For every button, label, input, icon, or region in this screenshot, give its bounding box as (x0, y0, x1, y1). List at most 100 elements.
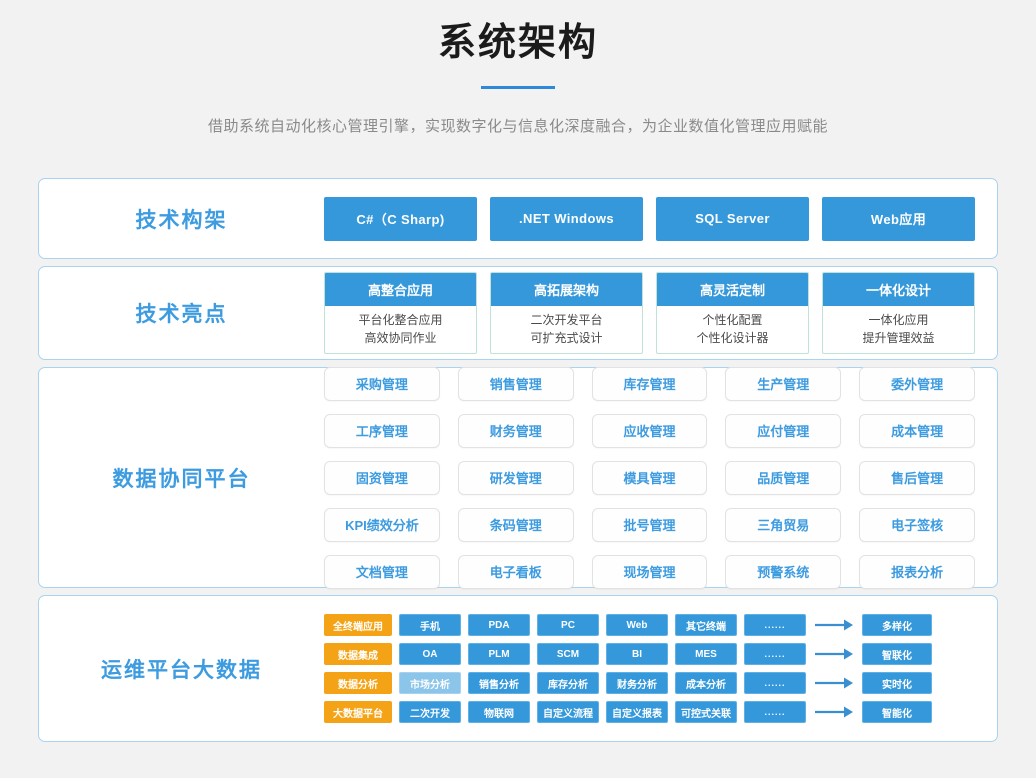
tech-stack-chip-row: C#（C Sharp) .NET Windows SQL Server Web应用 (324, 196, 997, 241)
bigdata-more-cell[interactable]: ...... (744, 672, 806, 694)
bigdata-outcome[interactable]: 智能化 (862, 701, 932, 723)
highlight-card-body: 平台化整合应用 高效协同作业 (325, 306, 476, 353)
bigdata-category[interactable]: 大数据平台 (324, 701, 392, 723)
page-title: 系统架构 (437, 22, 598, 64)
module-chip[interactable]: KPI绩效分析 (324, 507, 440, 542)
module-chip[interactable]: 售后管理 (859, 460, 975, 495)
highlight-card-title: 高整合应用 (325, 273, 476, 306)
highlights-body: 高整合应用 平台化整合应用 高效协同作业 高拓展架构 二次开发平台 可扩充式设计 高灵活定制… (324, 272, 997, 354)
module-chip[interactable]: 电子签核 (859, 507, 975, 542)
module-chip[interactable]: 固资管理 (324, 460, 440, 495)
bigdata-cell[interactable]: PDA (468, 614, 530, 636)
module-chip[interactable]: 成本管理 (859, 413, 975, 448)
bigdata-cell[interactable]: 财务分析 (606, 672, 668, 694)
highlight-card-line: 个性化设计器 (696, 331, 769, 345)
module-chip[interactable]: 财务管理 (457, 413, 574, 448)
highlight-card[interactable]: 一体化设计一体化应用提升管理效益 (822, 272, 975, 354)
section-bigdata: 运维平台大数据 全终端应用 手机 PDA PC Web 其它终端...... 多样化数据集成… (38, 595, 998, 742)
module-chip[interactable]: 模具管理 (591, 460, 708, 495)
bigdata-row: 数据分析 市场分析 销售分析 库存分析 财务分析 成本分析...... 实时化 (324, 672, 975, 694)
highlight-card[interactable]: 高整合应用 平台化整合应用 高效协同作业 (324, 272, 477, 354)
highlight-card-line: 高效协同作业 (364, 331, 437, 345)
bigdata-more-cell[interactable]: ...... (744, 614, 806, 636)
tech-stack-chip[interactable]: Web应用 (822, 196, 975, 241)
bigdata-cell[interactable]: 自定义报表 (606, 701, 668, 723)
bigdata-cell[interactable]: 市场分析 (399, 672, 461, 694)
module-chip[interactable]: 电子看板 (457, 554, 574, 589)
bigdata-category[interactable]: 数据集成 (324, 643, 392, 665)
bigdata-cell[interactable]: 库存分析 (537, 672, 599, 694)
bigdata-outcome[interactable]: 智联化 (862, 643, 932, 665)
page-subtitle: 借助系统自动化核心管理引擎，实现数字化与信息化深度融合，为企业数值化管理应用赋能 (207, 118, 828, 135)
section-label-highlights: 技术亮点 (135, 303, 228, 326)
module-chip[interactable]: 库存管理 (591, 366, 708, 401)
highlight-card-title: 高拓展架构 (491, 273, 642, 306)
highlight-card[interactable]: 高拓展架构 二次开发平台 可扩充式设计 (490, 272, 643, 354)
bigdata-cell[interactable]: SCM (537, 643, 599, 665)
module-chip[interactable]: 批号管理 (591, 507, 708, 542)
bigdata-cell[interactable]: 物联网 (468, 701, 530, 723)
module-chip[interactable]: 采购管理 (324, 366, 440, 401)
bigdata-cell[interactable]: 二次开发 (399, 701, 461, 723)
module-chip[interactable]: 研发管理 (457, 460, 574, 495)
section-label-platform: 数据协同平台 (112, 467, 251, 491)
platform-body: 采购管理 销售管理 库存管理 生产管理 委外管理工序管理 财务管理 应收管理 应付管理 成本管理… (324, 366, 997, 589)
bigdata-cell[interactable]: 手机 (399, 614, 461, 636)
module-chip[interactable]: 三角贸易 (725, 507, 842, 542)
bigdata-outcome[interactable]: 实时化 (862, 672, 932, 694)
bigdata-cell[interactable]: 可控式关联 (675, 701, 737, 723)
highlight-card-body: 一体化应用提升管理效益 (823, 306, 974, 353)
module-chip[interactable]: 品质管理 (725, 460, 842, 495)
module-chip[interactable]: 委外管理 (859, 366, 975, 401)
module-chip[interactable]: 文档管理 (324, 554, 440, 589)
highlight-card-title: 高灵活定制 (657, 273, 808, 306)
highlight-card-line: 一体化应用 (868, 313, 929, 327)
section-platform: 数据协同平台 采购管理 销售管理 库存管理 生产管理 委外管理工序管理 财务管理 应收管理应… (38, 366, 998, 589)
module-chip[interactable]: 工序管理 (324, 413, 440, 448)
highlight-card-row: 高整合应用 平台化整合应用 高效协同作业 高拓展架构 二次开发平台 可扩充式设计 高灵活定制… (324, 272, 997, 354)
highlight-card-line: 二次开发平台 (530, 313, 603, 327)
bigdata-cell[interactable]: OA (399, 643, 461, 665)
tech-stack-chip[interactable]: SQL Server (656, 196, 809, 241)
bigdata-category[interactable]: 全终端应用 (324, 614, 392, 636)
bigdata-outcome[interactable]: 多样化 (862, 614, 932, 636)
module-grid: 采购管理 销售管理 库存管理 生产管理 委外管理工序管理 财务管理 应收管理 应付管理 成本管理… (324, 366, 997, 589)
highlight-card-title: 一体化设计 (823, 273, 974, 306)
module-chip[interactable]: 条码管理 (457, 507, 574, 542)
tech-stack-chip[interactable]: .NET Windows (490, 196, 643, 241)
module-chip[interactable]: 应付管理 (725, 413, 842, 448)
tech-stack-body: C#（C Sharp) .NET Windows SQL Server Web应用 (324, 196, 997, 241)
bigdata-row: 数据集成 OA PLM SCM BI MES...... 智联化 (324, 643, 975, 665)
highlight-card-line: 个性化配置 (702, 313, 763, 327)
module-chip[interactable]: 应收管理 (591, 413, 708, 448)
bigdata-matrix: 全终端应用 手机 PDA PC Web 其它终端...... 多样化数据集成 OA PLM SCM… (324, 614, 997, 723)
bigdata-more-cell[interactable]: ...... (744, 701, 806, 723)
bigdata-cell[interactable]: MES (675, 643, 737, 665)
bigdata-category[interactable]: 数据分析 (324, 672, 392, 694)
highlight-card-line: 提升管理效益 (862, 331, 935, 345)
module-chip[interactable]: 报表分析 (859, 554, 975, 589)
bigdata-row: 大数据平台 二次开发 物联网 自定义流程 自定义报表 可控式关联...... 智能化 (324, 701, 975, 723)
module-chip[interactable]: 预警系统 (725, 554, 842, 589)
section-label-bigdata: 运维平台大数据 (101, 658, 262, 682)
bigdata-cell[interactable]: 其它终端 (675, 614, 737, 636)
bigdata-cell[interactable]: BI (606, 643, 668, 665)
tech-stack-chip[interactable]: C#（C Sharp) (324, 196, 477, 241)
bigdata-cell[interactable]: Web (606, 614, 668, 636)
module-chip[interactable]: 现场管理 (591, 554, 708, 589)
highlight-card[interactable]: 高灵活定制个性化配置个性化设计器 (656, 272, 809, 354)
bigdata-cell[interactable]: PLM (468, 643, 530, 665)
bigdata-cell[interactable]: 自定义流程 (537, 701, 599, 723)
page-header: 系统架构 借助系统自动化核心管理引擎，实现数字化与信息化深度融合，为企业数值化管… (0, 0, 1036, 136)
bigdata-cell[interactable]: PC (537, 614, 599, 636)
section-label-tech-stack: 技术构架 (135, 208, 228, 232)
bigdata-more-cell[interactable]: ...... (744, 643, 806, 665)
module-chip[interactable]: 生产管理 (725, 366, 842, 401)
highlight-card-line: 平台化整合应用 (358, 313, 443, 327)
module-chip[interactable]: 销售管理 (457, 366, 574, 401)
arrow-right-icon (813, 701, 855, 723)
bigdata-cell[interactable]: 成本分析 (675, 672, 737, 694)
section-tech-stack: 技术构架 C#（C Sharp) .NET Windows SQL Server We… (38, 178, 998, 259)
bigdata-cell[interactable]: 销售分析 (468, 672, 530, 694)
